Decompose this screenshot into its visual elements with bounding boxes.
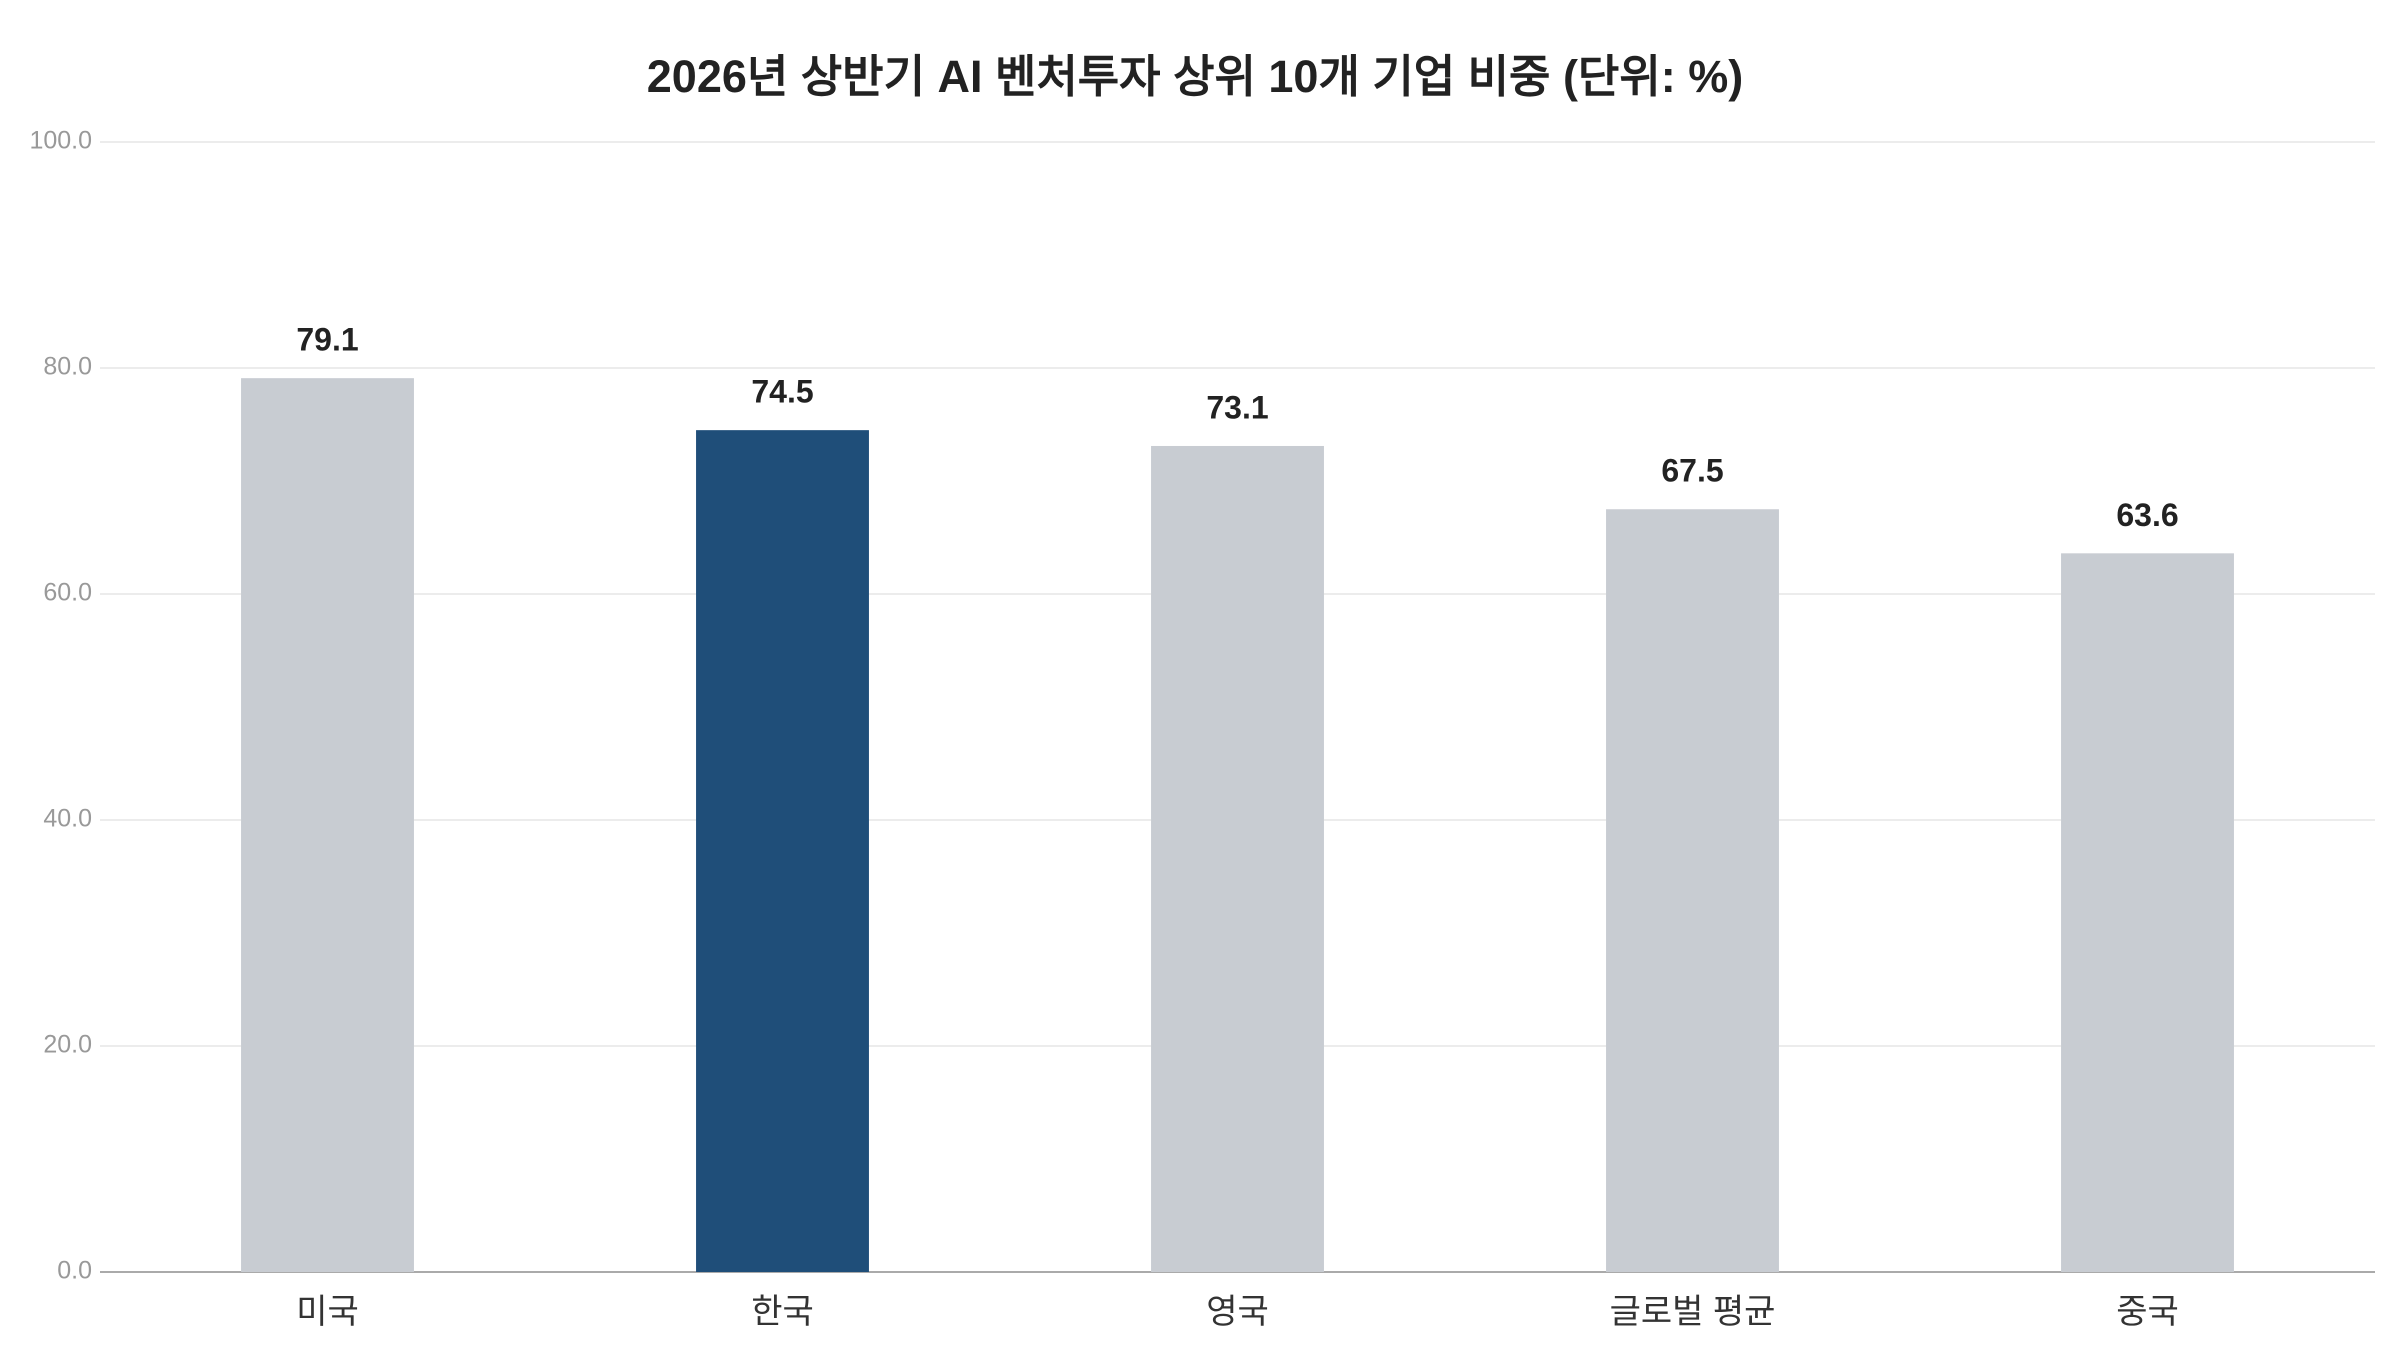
bar [1151,445,1324,1273]
x-tick-label: 한국 [751,1293,814,1331]
value-label: 73.1 [1206,389,1268,425]
x-tick-label: 글로벌 평균 [1610,1293,1776,1331]
value-label: 67.5 [1661,453,1723,489]
bar [696,430,869,1272]
x-tick-label: 영국 [1206,1293,1269,1331]
y-tick-label: 40.0 [43,805,92,833]
y-tick-label: 0.0 [57,1257,92,1285]
y-tick-label: 20.0 [43,1031,92,1059]
chart-title: 2026년 상반기 AI 벤처투자 상위 10개 기업 비중 (단위: %) [647,51,1743,102]
value-label: 79.1 [296,322,358,358]
y-tick-label: 100.0 [29,127,92,155]
value-label: 63.6 [2116,497,2178,533]
x-tick-label: 미국 [296,1293,359,1331]
bar [2061,553,2234,1272]
bar [241,378,414,1272]
y-tick-label: 80.0 [43,353,92,381]
bar [1606,509,1779,1272]
y-tick-label: 60.0 [43,579,92,607]
value-label: 74.5 [751,374,813,410]
x-tick-label: 중국 [2116,1293,2179,1331]
